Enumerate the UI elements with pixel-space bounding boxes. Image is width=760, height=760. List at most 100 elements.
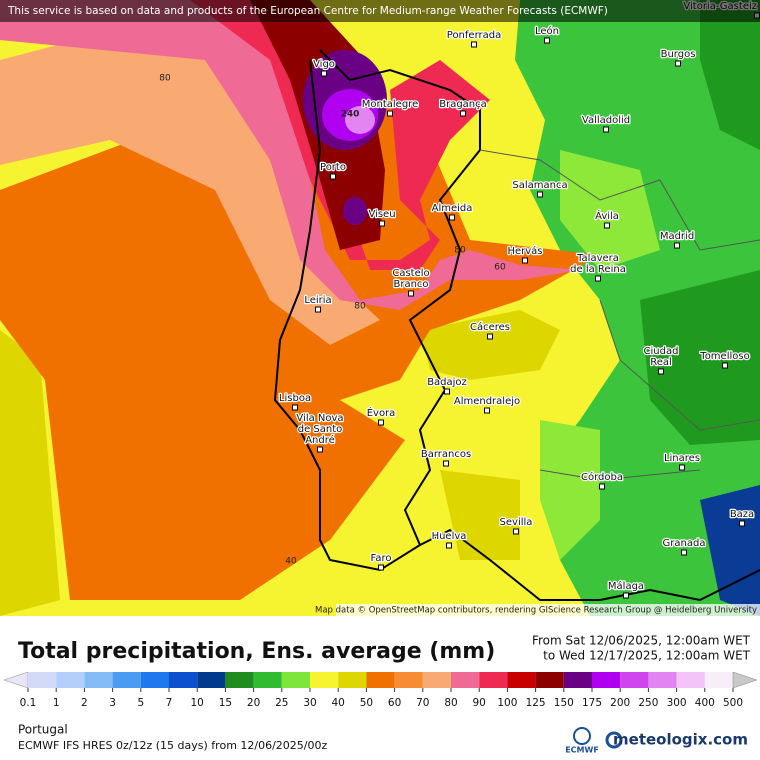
city-marker [487,333,493,340]
city-label: de Santo [298,424,343,435]
field [190,0,490,270]
city-marker [446,542,452,549]
city-label: Baza [730,509,754,520]
city-label: Salamanca [512,180,567,191]
city-label: Huelva [432,531,467,542]
contour-label: 80 [354,302,366,312]
legend-swatch [592,672,621,688]
legend-tick-label: 5 [137,697,144,709]
site-icon [605,731,623,749]
contour-label: 60 [494,263,506,273]
city-label: Madrid [660,231,694,242]
legend-swatch [338,672,367,688]
legend-swatch [112,672,141,688]
city-marker [378,564,384,571]
legend-swatch [676,672,705,688]
map: Vitoria-GasteizPonferradaLeónBurgosVigoM… [0,0,760,616]
city-label: Talavera [576,253,619,264]
city-label: Ciudad [644,346,679,357]
city-label: Vigo [313,59,335,70]
field [0,60,600,600]
city-marker [599,483,605,490]
field [560,150,660,270]
legend-swatch [169,672,198,688]
city-label: Linares [664,453,700,464]
legend-swatch [28,672,57,688]
contour-label: 240 [341,110,360,120]
contour-label: 80 [454,246,466,256]
legend-tick-label: 10 [191,697,204,709]
city-label: Vila Nova [296,413,343,424]
city-marker [408,290,414,297]
legend-tick-label: 25 [275,697,288,709]
city-marker [378,419,384,426]
region: Portugal [18,723,68,737]
city-marker [513,528,519,535]
city-label: Granada [663,538,706,549]
legend-swatch [56,672,85,688]
title: Total precipitation, Ens. average (mm) [18,639,495,664]
city-label: Évora [367,406,396,419]
attribution-bg [336,604,760,616]
city-marker [681,549,687,556]
coastline [419,528,760,602]
city-label: de la Reina [570,264,626,275]
legend-tick-label: 40 [332,697,345,709]
city-marker [321,70,327,77]
legend-tick-label: 90 [473,697,486,709]
city-label: Almeida [432,203,473,214]
period-from: From Sat 12/06/2025, 12:00am WET [532,634,751,648]
legend-swatch [310,672,339,688]
field [700,485,760,616]
legend-tick-label: 0.1 [20,697,37,709]
city-label: Valladolid [582,115,630,126]
field [700,0,760,150]
city-marker [739,520,745,527]
city-marker [443,460,449,467]
city-label: Lisboa [279,393,311,404]
city-label: Montalegre [362,99,418,110]
city-marker [292,404,298,411]
field [0,0,580,310]
legend-swatch [648,672,677,688]
legend-tick-label: 20 [247,697,260,709]
city-label: Bragança [439,99,487,110]
legend-swatch [253,672,282,688]
banner-bg [0,0,760,22]
city-label: Porto [320,162,346,173]
city-label: Ponferrada [447,30,501,41]
legend-tick-label: 60 [388,697,401,709]
city-label: Castelo [392,268,429,279]
city-label: André [305,434,335,446]
city-label: Sevilla [500,517,533,528]
legend-swatch [479,672,508,688]
field [420,310,560,380]
city-label: Viseu [368,209,395,220]
legend-swatch [394,672,423,688]
legend-tick-label: 250 [638,697,658,709]
city-marker [471,41,477,48]
city-marker [387,110,393,117]
city-label: Leiria [304,295,331,306]
legend-swatch [225,672,254,688]
city-label: Real [650,357,672,368]
city-label: Córdoba [581,471,623,483]
legend-swatch [563,672,592,688]
legend-tick-label: 80 [444,697,457,709]
city-label: Almendralejo [454,396,520,407]
legend-tick-label: 175 [582,697,602,709]
city-marker [604,222,610,229]
city-label: Barrancos [421,449,471,460]
field [540,420,600,560]
legend-tick-label: 300 [667,697,687,709]
city-label: Burgos [661,49,696,60]
attribution: Map data © OpenStreetMap contributors, r… [315,606,757,616]
legend-tick-label: 3 [109,697,116,709]
city-marker [484,407,490,414]
legend-tick-label: 15 [219,697,232,709]
city-marker [317,446,323,453]
field [345,106,375,134]
legend-swatch [507,672,536,688]
city-marker [522,257,528,264]
